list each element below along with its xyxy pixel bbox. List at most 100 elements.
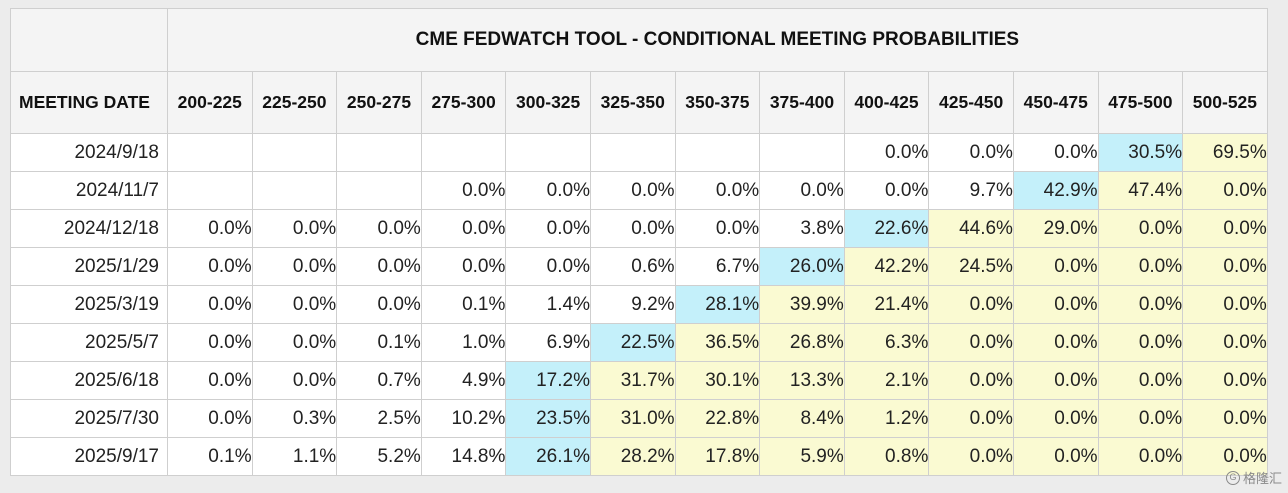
probability-cell: 28.1% — [674, 285, 761, 324]
empty-cell — [674, 133, 761, 172]
probability-cell: 0.3% — [251, 399, 338, 438]
probability-cell: 0.0% — [505, 247, 591, 286]
probability-cell: 0.0% — [928, 323, 1014, 362]
empty-cell — [251, 171, 338, 210]
probability-cell: 0.0% — [674, 209, 761, 248]
column-header-row: MEETING DATE 200-225 225-250 250-275 275-30… — [10, 71, 1268, 134]
probability-cell: 0.7% — [336, 361, 422, 400]
probability-cell: 0.0% — [336, 247, 422, 286]
probability-cell: 0.1% — [167, 437, 253, 476]
probability-cell: 42.9% — [1012, 171, 1099, 210]
probability-cell: 3.8% — [759, 209, 845, 248]
probability-cell: 69.5% — [1182, 133, 1268, 172]
table-row: 2024/12/18 0.0% 0.0% 0.0% 0.0% 0.0% 0.0% 0.0% 3.… — [10, 209, 1268, 248]
probability-cell: 0.0% — [1182, 437, 1268, 476]
probability-cell: 44.6% — [928, 209, 1014, 248]
title-row: CME FEDWATCH TOOL - CONDITIONAL MEETING … — [10, 8, 1268, 72]
meeting-date-cell: 2025/3/19 — [10, 285, 168, 324]
probability-cell: 0.0% — [1012, 285, 1099, 324]
probability-cell: 0.0% — [928, 361, 1014, 400]
meeting-date-header: MEETING DATE — [10, 71, 168, 134]
probability-cell: 30.5% — [1097, 133, 1184, 172]
probability-cell: 0.0% — [1012, 323, 1099, 362]
probability-cell: 4.9% — [420, 361, 507, 400]
probability-cell: 0.0% — [928, 285, 1014, 324]
table-row: 2025/9/17 0.1% 1.1% 5.2% 14.8% 26.1% 28.2% 17.8… — [10, 437, 1268, 476]
watermark-logo-icon: G — [1225, 470, 1240, 485]
table-row: 2025/5/7 0.0% 0.0% 0.1% 1.0% 6.9% 22.5% 36.5% 26… — [10, 323, 1268, 362]
probability-cell: 0.0% — [1182, 361, 1268, 400]
probability-cell: 0.0% — [167, 323, 253, 362]
probability-cell: 6.7% — [674, 247, 761, 286]
meeting-date-cell: 2025/6/18 — [10, 361, 168, 400]
meeting-date-cell: 2024/11/7 — [10, 171, 168, 210]
probability-cell: 6.3% — [843, 323, 930, 362]
table-row: 2025/1/29 0.0% 0.0% 0.0% 0.0% 0.0% 0.6% 6.7% 26.… — [10, 247, 1268, 286]
probability-cell: 0.6% — [589, 247, 676, 286]
empty-cell — [167, 133, 253, 172]
empty-cell — [251, 133, 338, 172]
rate-range-header: 400-425 — [843, 71, 930, 134]
probability-cell: 0.0% — [505, 209, 591, 248]
probability-cell: 0.0% — [167, 361, 253, 400]
probability-cell: 28.2% — [589, 437, 676, 476]
probability-cell: 0.0% — [1182, 209, 1268, 248]
probability-cell: 1.1% — [251, 437, 338, 476]
probability-cell: 0.0% — [843, 171, 930, 210]
watermark: G 格隆汇 — [1225, 468, 1282, 487]
probability-cell: 2.1% — [843, 361, 930, 400]
rate-range-header: 500-525 — [1182, 71, 1268, 134]
probability-cell: 31.7% — [589, 361, 676, 400]
probability-cell: 0.0% — [1182, 323, 1268, 362]
empty-cell — [420, 133, 507, 172]
probability-cell: 0.0% — [420, 171, 507, 210]
empty-cell — [505, 133, 591, 172]
probability-cell: 5.9% — [759, 437, 845, 476]
probability-cell: 42.2% — [843, 247, 930, 286]
probability-cell: 0.0% — [589, 209, 676, 248]
probability-cell: 14.8% — [420, 437, 507, 476]
probability-cell: 0.0% — [420, 209, 507, 248]
probability-cell: 1.0% — [420, 323, 507, 362]
probability-cell: 26.1% — [505, 437, 591, 476]
probability-cell: 0.8% — [843, 437, 930, 476]
table-row: 2025/6/18 0.0% 0.0% 0.7% 4.9% 17.2% 31.7% 30.1%… — [10, 361, 1268, 400]
probability-cell: 0.0% — [420, 247, 507, 286]
table-row: 2024/9/18 0.0% 0.0% 0.0% 30.5% 69.5% — [10, 133, 1268, 172]
probability-cell: 0.0% — [589, 171, 676, 210]
probability-cell: 30.1% — [674, 361, 761, 400]
probability-cell: 0.0% — [1097, 361, 1184, 400]
probability-cell: 0.0% — [167, 209, 253, 248]
probability-cell: 36.5% — [674, 323, 761, 362]
probability-cell: 0.0% — [1012, 133, 1099, 172]
probability-cell: 26.0% — [759, 247, 845, 286]
empty-cell — [167, 171, 253, 210]
rate-range-header: 225-250 — [251, 71, 338, 134]
probability-cell: 2.5% — [336, 399, 422, 438]
empty-cell — [759, 133, 845, 172]
probability-cell: 39.9% — [759, 285, 845, 324]
probability-cell: 0.0% — [1012, 247, 1099, 286]
probability-cell: 1.4% — [505, 285, 591, 324]
rate-range-header: 250-275 — [336, 71, 422, 134]
probability-cell: 0.1% — [336, 323, 422, 362]
probability-cell: 0.0% — [1097, 247, 1184, 286]
probability-cell: 0.0% — [251, 209, 338, 248]
empty-cell — [336, 171, 422, 210]
probability-cell: 21.4% — [843, 285, 930, 324]
probability-cell: 0.0% — [251, 361, 338, 400]
probability-cell: 17.2% — [505, 361, 591, 400]
probability-cell: 0.0% — [1097, 323, 1184, 362]
table-row: 2025/7/30 0.0% 0.3% 2.5% 10.2% 23.5% 31.0% 22.8… — [10, 399, 1268, 438]
probability-cell: 0.0% — [251, 247, 338, 286]
meeting-date-cell: 2025/7/30 — [10, 399, 168, 438]
fedwatch-table: CME FEDWATCH TOOL - CONDITIONAL MEETING … — [10, 8, 1268, 476]
rate-range-header: 375-400 — [759, 71, 845, 134]
rate-range-header: 200-225 — [167, 71, 253, 134]
probability-cell: 8.4% — [759, 399, 845, 438]
title-corner-cell — [10, 8, 168, 72]
probability-cell: 0.0% — [1182, 399, 1268, 438]
rate-range-header: 450-475 — [1012, 71, 1099, 134]
probability-cell: 0.0% — [928, 399, 1014, 438]
rate-range-header: 300-325 — [505, 71, 591, 134]
